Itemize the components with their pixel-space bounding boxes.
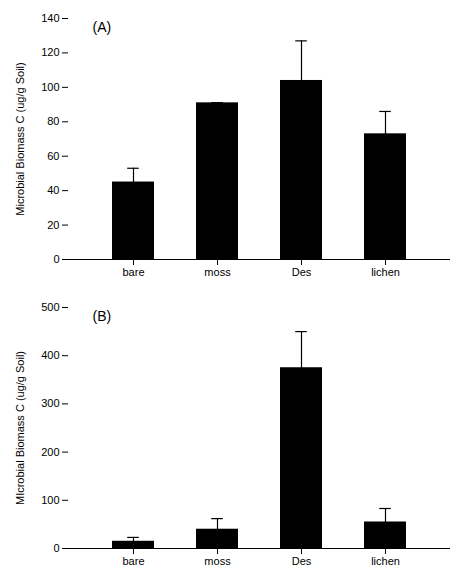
svg-text:300: 300 [41,397,59,409]
svg-text:moss: moss [204,266,231,278]
svg-text:140: 140 [41,12,59,24]
svg-text:40: 40 [47,184,59,196]
svg-text:MIcrobial Biomass C (ug/g Soil: MIcrobial Biomass C (ug/g Soil) [14,351,26,505]
svg-text:moss: moss [204,555,231,567]
svg-text:80: 80 [47,115,59,127]
svg-text:lichen: lichen [371,555,400,567]
svg-text:500: 500 [41,301,59,313]
svg-text:20: 20 [47,219,59,231]
svg-text:100: 100 [41,494,59,506]
svg-text:200: 200 [41,446,59,458]
svg-text:Des: Des [292,555,312,567]
svg-text:60: 60 [47,150,59,162]
svg-text:0: 0 [53,542,59,554]
svg-text:(A): (A) [93,19,112,35]
svg-text:bare: bare [122,266,144,278]
svg-text:400: 400 [41,349,59,361]
svg-text:120: 120 [41,46,59,58]
svg-text:0: 0 [53,253,59,265]
svg-text:Microbial Biomass C (ug/g Soil: Microbial Biomass C (ug/g Soil) [14,62,26,215]
svg-text:(B): (B) [93,308,112,324]
svg-text:lichen: lichen [371,266,400,278]
svg-text:bare: bare [122,555,144,567]
svg-text:Des: Des [292,266,312,278]
svg-text:100: 100 [41,81,59,93]
